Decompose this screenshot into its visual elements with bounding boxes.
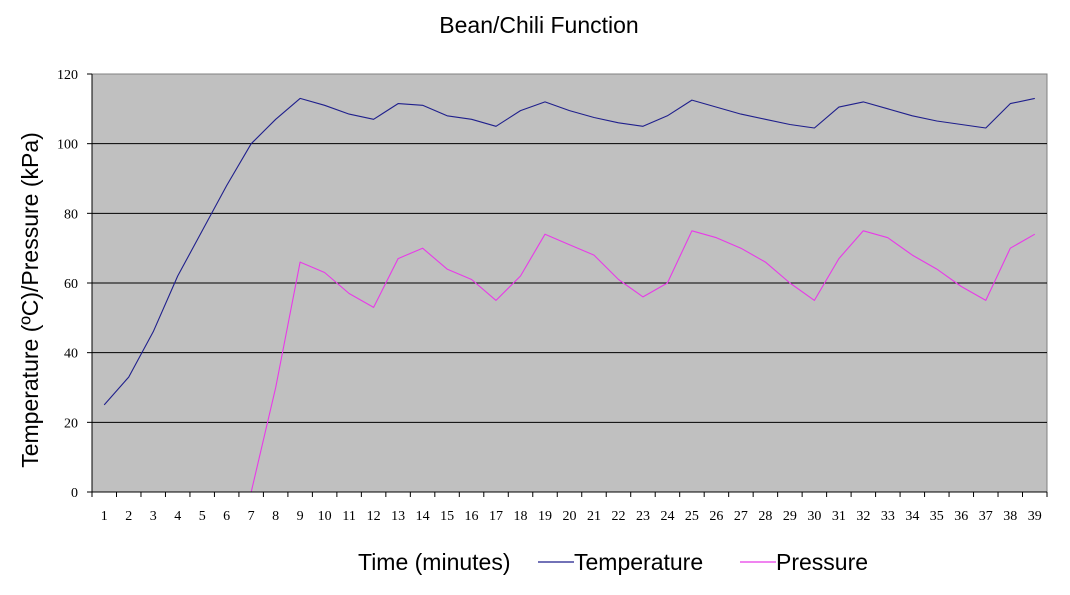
legend-label-temperature: Temperature: [574, 549, 703, 575]
y-tick-label-0: 0: [71, 486, 78, 501]
x-tick-label-8: 8: [272, 509, 279, 524]
x-tick-label-24: 24: [660, 509, 674, 524]
x-tick-label-11: 11: [342, 509, 355, 524]
legend: Temperature Pressure: [538, 549, 868, 575]
x-tick-label-17: 17: [489, 509, 503, 524]
x-tick-label-13: 13: [391, 509, 405, 524]
x-tick-label-4: 4: [174, 509, 181, 524]
x-tick-label-12: 12: [367, 509, 381, 524]
x-tick-label-37: 37: [979, 509, 993, 524]
x-tick-label-18: 18: [514, 509, 528, 524]
x-tick-label-5: 5: [199, 509, 206, 524]
x-tick-label-2: 2: [125, 509, 132, 524]
x-tick-label-36: 36: [954, 509, 968, 524]
y-axis-ticks: 0 20 40 60 80 100 120: [57, 68, 92, 501]
y-tick-label-100: 100: [57, 138, 78, 153]
x-tick-label-30: 30: [807, 509, 821, 524]
x-tick-label-33: 33: [881, 509, 895, 524]
x-tick-label-7: 7: [248, 509, 255, 524]
series-line-pressure: [250, 230, 1036, 493]
y-axis-label: Temperature (ºC)/Pressure (kPa): [17, 132, 43, 468]
y-tick-label-80: 80: [64, 207, 78, 222]
y-tick-label-120: 120: [57, 68, 78, 83]
x-tick-label-28: 28: [758, 509, 772, 524]
chart-title: Bean/Chili Function: [439, 12, 638, 38]
x-tick-label-1: 1: [101, 509, 108, 524]
x-tick-label-15: 15: [440, 509, 454, 524]
x-tick-label-32: 32: [856, 509, 870, 524]
x-tick-label-26: 26: [709, 509, 723, 524]
series-lines: [103, 97, 1036, 493]
x-tick-label-39: 39: [1028, 509, 1042, 524]
x-tick-label-14: 14: [416, 509, 430, 524]
x-tick-label-29: 29: [783, 509, 797, 524]
x-tick-label-25: 25: [685, 509, 699, 524]
y-tick-label-60: 60: [64, 277, 78, 292]
x-axis-ticks: 1 2 3 4 5 6 7 8 9 10 11 12 13 14 15 16 17 18 19 20 21 22 23 24 2…: [91, 492, 1048, 524]
x-tick-label-27: 27: [734, 509, 748, 524]
series-line-temperature: [103, 97, 1035, 406]
x-tick-label-9: 9: [297, 509, 304, 524]
x-tick-label-23: 23: [636, 509, 650, 524]
x-tick-label-20: 20: [563, 509, 577, 524]
legend-label-pressure: Pressure: [776, 549, 868, 575]
x-tick-label-38: 38: [1003, 509, 1017, 524]
x-tick-label-3: 3: [150, 509, 157, 524]
x-tick-label-21: 21: [587, 509, 601, 524]
x-tick-label-16: 16: [465, 509, 479, 524]
y-tick-label-20: 20: [64, 416, 78, 431]
x-tick-label-6: 6: [223, 509, 230, 524]
x-tick-label-10: 10: [318, 509, 332, 524]
x-tick-label-31: 31: [832, 509, 846, 524]
x-tick-label-19: 19: [538, 509, 552, 524]
x-tick-label-35: 35: [930, 509, 944, 524]
x-tick-label-22: 22: [611, 509, 625, 524]
x-tick-label-34: 34: [905, 509, 919, 524]
y-tick-label-40: 40: [64, 347, 78, 362]
x-axis-label: Time (minutes): [358, 549, 511, 575]
